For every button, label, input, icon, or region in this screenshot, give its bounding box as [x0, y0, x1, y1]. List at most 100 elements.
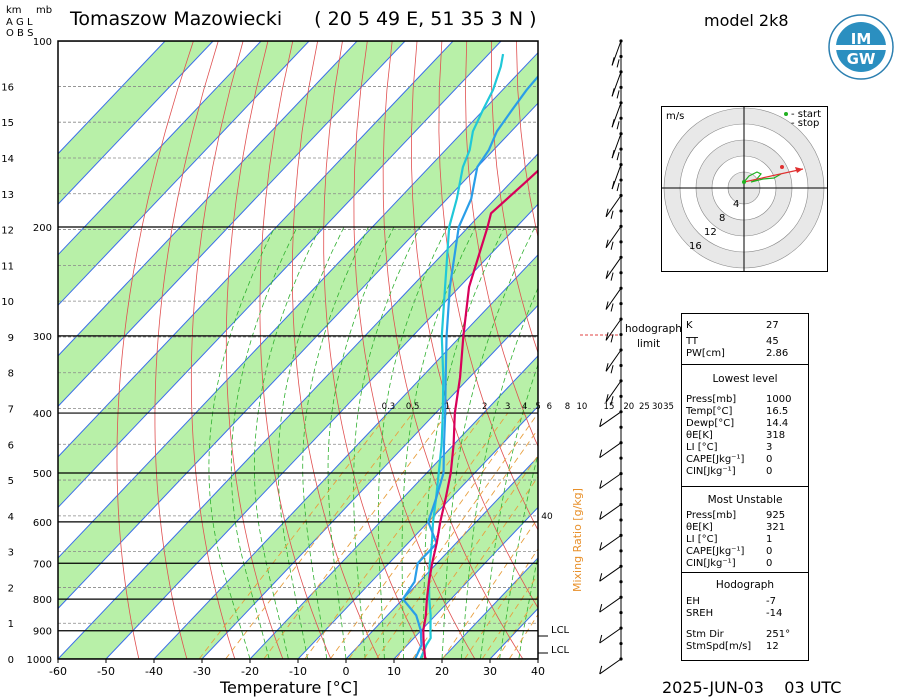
ring-label-4: 4: [733, 199, 739, 210]
wind-barb: [599, 627, 622, 644]
most-unstable-row: CAPE[Jkg⁻¹] 0: [686, 546, 806, 558]
lcl-label: LCL: [551, 625, 570, 636]
mixing-ratio-tick-label: 0.5: [406, 402, 420, 412]
hodograph-row: SREH -14: [686, 608, 806, 620]
imgw-logo: IM GW: [828, 14, 894, 80]
storm-value: 12: [766, 641, 779, 652]
mixing-ratio-line: [198, 412, 389, 659]
km-tick-label: 0: [8, 655, 14, 666]
temperature-profile-line: [422, 169, 538, 659]
km-tick-label: 14: [1, 154, 14, 165]
mixing-ratio-tick-label: 15: [604, 402, 615, 412]
mixing-ratio-tick-label: 0.3: [382, 402, 396, 412]
ring-label-16: 16: [689, 241, 702, 252]
isotherm-line: [58, 51, 538, 559]
x-tick-label: 30: [483, 665, 497, 678]
x-tick-label: -10: [289, 665, 307, 678]
wind-level-dot: [619, 116, 623, 120]
km-tick-label: 4: [8, 512, 14, 523]
chart-grid: [58, 41, 538, 659]
storm-motion-arrow: [743, 168, 804, 183]
mixing-ratio-axis-title: Mixing Ratio [g/kg]: [571, 488, 584, 592]
lowest-level-row: Press[mb] 1000: [686, 394, 806, 406]
forecast-datetime: 2025-JUN-03 03 UTC: [662, 678, 842, 697]
hodograph-title: Hodograph: [715, 579, 775, 591]
dry-adiabat: [438, 41, 538, 531]
most-unstable-value: 321: [766, 522, 786, 533]
isotherm-line: [393, 506, 538, 659]
moist-adiabat: [537, 656, 538, 659]
mixing-ratio-line: [508, 613, 538, 659]
mixing-ratio-tick-label: 6: [547, 402, 552, 412]
wind-barb: [599, 411, 622, 428]
isotherm-line: [58, 41, 262, 256]
pressure-tick-label: 500: [33, 469, 52, 480]
most-unstable-label: θE[K]: [686, 522, 713, 533]
most-unstable-row: CIN[Jkg⁻¹] 0: [686, 558, 806, 570]
wind-barb: [605, 380, 622, 403]
isotherm-line: [105, 203, 538, 659]
isotherm-line: [201, 304, 538, 659]
wind-barb: [605, 318, 622, 341]
mixing-ratio-tick-label: 10: [577, 402, 588, 412]
parcel-profile-line: [419, 53, 505, 659]
mixing-ratio-line: [304, 412, 486, 659]
pressure-tick-label: 1000: [27, 655, 52, 666]
wind-level-dot: [619, 425, 623, 429]
pressure-tick-label: 100: [33, 37, 52, 48]
x-tick-label: 0: [343, 665, 350, 678]
wind-barb: [599, 442, 622, 459]
wind-level-dot: [619, 147, 623, 151]
mixing-ratio-tick-label: 25: [639, 402, 650, 412]
lowest-level-label: Press[mb]: [686, 394, 737, 405]
x-tick-label: -20: [241, 665, 259, 678]
lowest-level-value: 14.4: [766, 418, 789, 429]
wind-level-dot: [619, 240, 623, 244]
wind-level-dot: [619, 271, 623, 275]
x-tick-label: -50: [97, 665, 115, 678]
mixing-ratio-tick-label: 8: [565, 402, 570, 412]
lowest-level-row: Dewp[°C] 14.4: [686, 418, 806, 430]
storm-row: StmSpd[m/s] 12: [686, 641, 806, 653]
dry-adiabat: [291, 41, 380, 659]
km-tick-label: 7: [8, 404, 14, 415]
pressure-tick-label: 200: [33, 223, 52, 234]
hodograph-limit-label: hodograph: [625, 323, 682, 335]
isotherm-line: [58, 153, 538, 659]
pressure-tick-label: 900: [33, 627, 52, 638]
wind-level-dot: [619, 518, 623, 522]
most-unstable-label: CAPE[Jkg⁻¹]: [686, 546, 745, 557]
obs-label: O B S: [6, 28, 34, 39]
isotherm-line: [345, 456, 538, 659]
x-tick-label: 10: [387, 665, 401, 678]
pw-label: PW[cm]: [686, 348, 725, 359]
moist-adiabat: [230, 226, 298, 659]
dry-adiabat: [353, 41, 476, 659]
wind-barb: [605, 226, 622, 248]
km-tick-label: 11: [1, 261, 14, 272]
mixing-ratio-tick-label: 30: [652, 402, 663, 412]
k-index-label: K: [686, 320, 693, 331]
wind-level-dot: [619, 394, 623, 398]
dry-adiabat: [225, 41, 284, 659]
wind-barb: [605, 287, 622, 310]
mixing-ratio-line: [225, 412, 413, 659]
most-unstable-row: Press[mb] 925: [686, 510, 806, 522]
isotherm-line: [58, 41, 502, 509]
km-tick-label: 5: [8, 476, 14, 487]
most-unstable-value: 0: [766, 546, 773, 557]
hodograph-value: -7: [766, 596, 776, 607]
km-tick-label: 2: [8, 583, 14, 594]
storm-label: StmSpd[m/s]: [686, 641, 752, 652]
wind-level-dot: [619, 641, 623, 646]
wind-level-dot: [619, 549, 623, 553]
isotherm-line: [153, 254, 538, 659]
isotherm-line: [297, 405, 538, 659]
wind-barb: [605, 195, 622, 218]
km-tick-label: 1: [8, 619, 14, 630]
dry-adiabat: [411, 41, 538, 609]
mixing-ratio-tick-label: 2: [482, 402, 487, 412]
isotherm-line: [58, 41, 454, 458]
station-name: Tomaszow Mazowiecki: [70, 8, 283, 30]
